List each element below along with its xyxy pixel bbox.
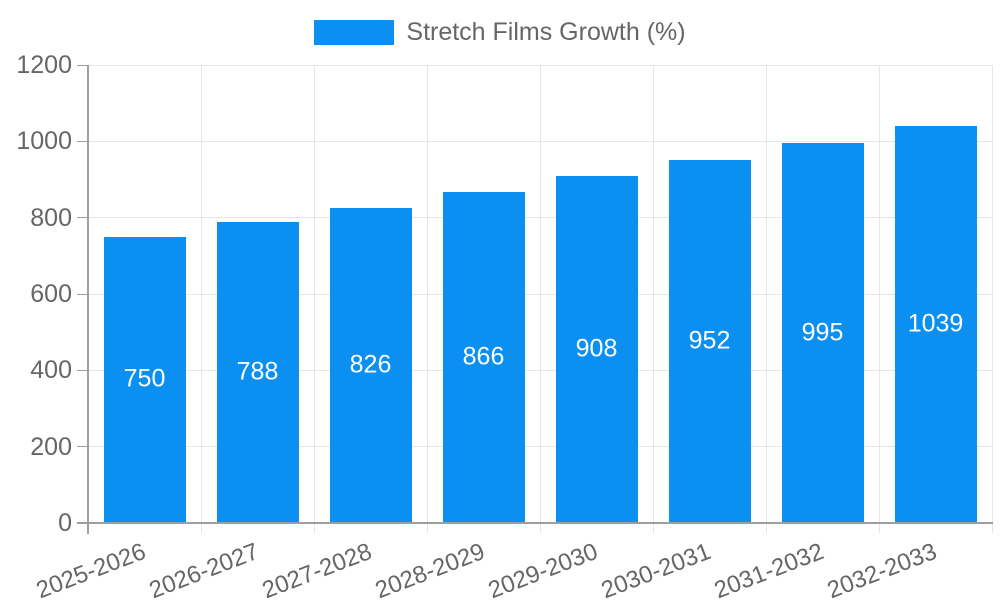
y-axis-tick <box>77 293 88 295</box>
bar: 750 <box>103 236 186 522</box>
x-axis-tick <box>200 523 202 533</box>
bar-value-label: 952 <box>688 326 731 355</box>
bar: 952 <box>668 159 751 522</box>
x-axis-tick-label: 2030-2031 <box>597 537 715 605</box>
y-axis-tick <box>77 140 88 142</box>
y-axis-tick <box>77 64 88 66</box>
y-axis-line <box>86 65 89 534</box>
bar-value-label: 995 <box>801 318 844 347</box>
y-axis-tick <box>77 217 88 219</box>
x-axis-tick-label: 2026-2027 <box>145 537 263 605</box>
bar-value-label: 908 <box>575 334 618 363</box>
gridline-v <box>652 65 654 523</box>
gridline-v <box>991 65 993 523</box>
y-axis-tick-label: 1200 <box>16 51 72 79</box>
x-axis-tick-label: 2029-2030 <box>484 537 602 605</box>
gridline-v <box>200 65 202 523</box>
gridline-v <box>313 65 315 523</box>
y-axis-tick <box>77 369 88 371</box>
x-axis-tick <box>765 523 767 533</box>
bar-value-label: 788 <box>236 357 279 386</box>
y-axis-tick-label: 200 <box>30 432 72 461</box>
x-axis-tick-label: 2028-2029 <box>371 537 489 605</box>
gridline-v <box>426 65 428 523</box>
bar: 908 <box>555 176 638 522</box>
bar-value-label: 750 <box>123 364 166 393</box>
chart-legend: Stretch Films Growth (%) <box>0 20 1000 45</box>
x-axis-tick-label: 2031-2032 <box>710 537 828 605</box>
y-axis-tick-label: 800 <box>30 203 72 232</box>
bar: 995 <box>781 143 864 522</box>
bar-value-label: 866 <box>462 342 505 371</box>
y-axis-tick-label: 600 <box>30 280 72 308</box>
legend-label: Stretch Films Growth (%) <box>406 18 686 46</box>
x-axis-tick <box>991 523 993 533</box>
y-axis-tick-label: 0 <box>58 509 72 537</box>
gridline-v <box>765 65 767 523</box>
bar: 1039 <box>894 126 977 522</box>
x-axis-line <box>77 522 993 524</box>
bar: 866 <box>442 192 525 522</box>
x-axis-tick <box>878 523 880 533</box>
legend-swatch <box>314 20 395 45</box>
gridline-v <box>878 65 880 523</box>
x-axis-tick <box>426 523 428 533</box>
y-axis-tick-label: 1000 <box>16 127 72 156</box>
bar-value-label: 826 <box>349 350 392 379</box>
x-axis-tick <box>652 523 654 533</box>
y-axis-tick-label: 400 <box>30 356 72 385</box>
x-axis-tick <box>539 523 541 533</box>
x-axis-tick-label: 2032-2033 <box>823 537 941 605</box>
x-axis-tick <box>313 523 315 533</box>
gridline-v <box>539 65 541 523</box>
y-axis-tick <box>77 446 88 448</box>
bar-value-label: 1039 <box>907 309 964 338</box>
x-axis-tick-label: 2027-2028 <box>258 537 376 605</box>
bar: 788 <box>216 222 299 522</box>
legend-item[interactable]: Stretch Films Growth (%) <box>314 18 686 46</box>
x-axis-tick-label: 2025-2026 <box>32 537 150 605</box>
bar: 826 <box>329 207 412 522</box>
